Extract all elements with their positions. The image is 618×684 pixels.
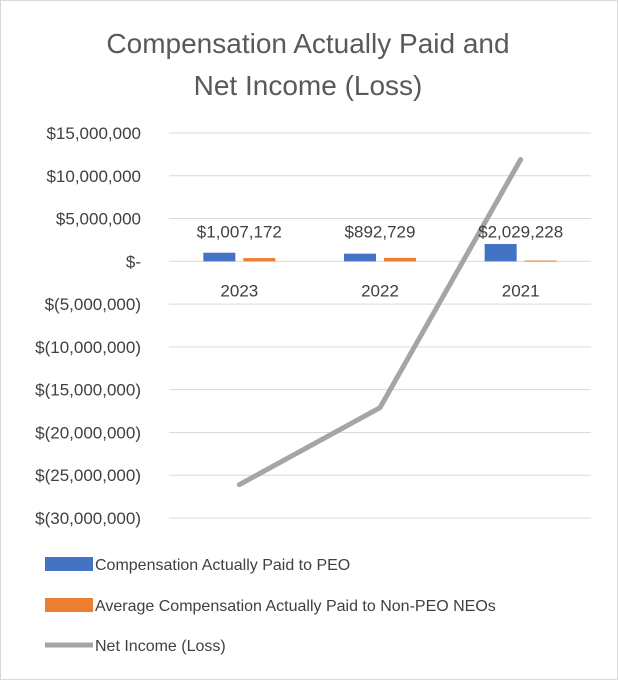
legend-label-1: Average Compensation Actually Paid to No… <box>95 598 496 615</box>
category-label-2021: 2021 <box>502 281 540 300</box>
lines <box>236 157 524 488</box>
category-labels: 2023 2022 2021 <box>220 281 539 300</box>
data-label-2021: $2,029,228 <box>478 222 563 241</box>
y-tick-label: $(5,000,000) <box>45 295 141 314</box>
y-tick-label: $(30,000,000) <box>35 509 141 528</box>
legend-label-0: Compensation Actually Paid to PEO <box>95 557 350 574</box>
y-tick-label: $(15,000,000) <box>35 381 141 400</box>
y-axis-ticks: $15,000,000 $10,000,000 $5,000,000 $- $(5,00… <box>35 124 141 528</box>
bars <box>203 243 557 262</box>
chart-title-line-2: Net Income (Loss) <box>194 70 423 101</box>
data-label-2023: $1,007,172 <box>197 222 282 241</box>
category-label-2022: 2022 <box>361 281 399 300</box>
bar-peo-2022 <box>344 253 376 262</box>
y-tick-label: $15,000,000 <box>46 124 141 143</box>
chart-title-line-1: Compensation Actually Paid and <box>106 28 509 59</box>
legend-swatch-1 <box>45 598 93 612</box>
legend: Compensation Actually Paid to PEO Average… <box>45 557 496 655</box>
bar-peo-2021 <box>484 243 517 262</box>
bar-non-peo-2022 <box>384 257 416 262</box>
y-tick-label: $(25,000,000) <box>35 466 141 485</box>
bar-non-peo-2021 <box>524 260 557 262</box>
category-label-2023: 2023 <box>220 281 258 300</box>
data-label-2022: $892,729 <box>345 222 416 241</box>
gridlines <box>169 132 591 519</box>
y-tick-label: $5,000,000 <box>56 210 141 229</box>
y-tick-label: $- <box>126 252 141 271</box>
bar-non-peo-2023 <box>243 258 276 262</box>
data-labels: $1,007,172 $892,729 $2,029,228 <box>197 222 563 241</box>
legend-label-2: Net Income (Loss) <box>95 638 226 655</box>
legend-swatch-0 <box>45 557 93 571</box>
y-tick-label: $10,000,000 <box>46 167 141 186</box>
y-tick-label: $(10,000,000) <box>35 338 141 357</box>
net-income-line <box>236 157 524 488</box>
bar-peo-2023 <box>203 252 236 262</box>
y-tick-label: $(20,000,000) <box>35 423 141 442</box>
